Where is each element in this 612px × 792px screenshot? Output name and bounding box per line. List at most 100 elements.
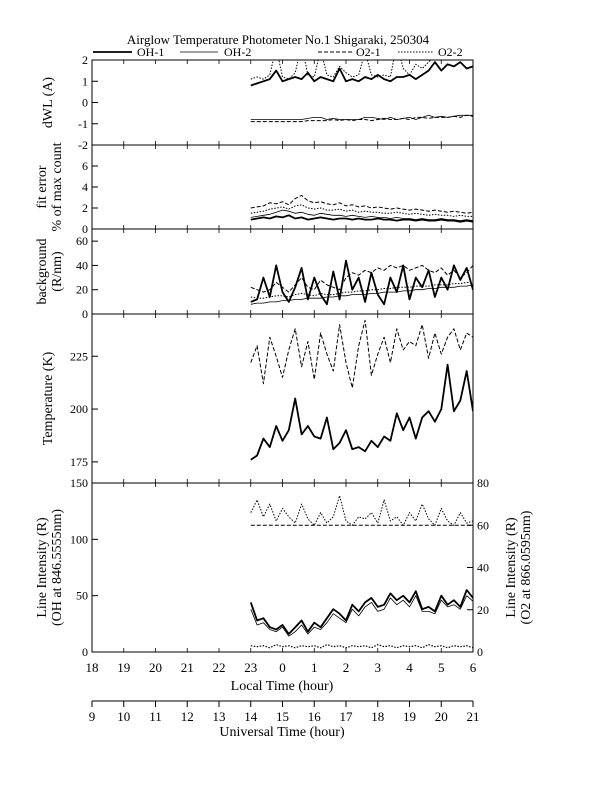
local-tick-label: 0 [279,660,286,675]
ut-tick-label: 16 [308,709,322,724]
y-right-tick-label-int: 60 [477,518,489,532]
local-tick-label: 5 [438,660,445,675]
y-tick-label-fit: 2 [82,201,88,215]
y-tick-label-bg: 20 [76,283,88,297]
legend-label-oh2: OH-2 [224,45,251,59]
y-right-tick-label-int: 80 [477,476,489,490]
ut-tick-label: 14 [244,709,258,724]
local-tick-label: 23 [244,660,257,675]
series-int-oh-1 [249,589,473,635]
local-tick-label: 19 [117,660,130,675]
series-dwl-o2-1 [250,114,473,123]
series-dwl-o2-2 [250,60,473,80]
y-tick-label-int: 50 [76,589,88,603]
series-bg-oh-1 [250,259,473,306]
ut-tick-label: 17 [340,709,354,724]
ut-tick-label: 13 [213,709,226,724]
panel-frame-temp [91,313,474,484]
y-label-temp: Temperature (K) [41,351,56,445]
series-bg-oh-2 [250,284,473,305]
y-right-label-int-1: (O2 at 866.0595nm) [519,510,534,624]
series-dwl-oh-2 [250,114,473,120]
ut-tick-label: 9 [89,709,96,724]
y-tick-label-dwl: 0 [82,96,88,110]
y-right-tick-label-int: 20 [477,603,489,617]
panel-frame-dwl [91,59,474,146]
local-time-label: Local Time (hour) [231,679,334,694]
panel-bg: 0 20 40 60 background (R/nm) [35,228,474,321]
chart-title: Airglow Temperature Photometer No.1 Shig… [127,32,430,47]
y-tick-label-fit: 6 [82,159,88,173]
legend-label-o22: O2-2 [438,45,463,59]
y-right-label-int-0: Line Intensity (R) [504,517,519,618]
panel-fit: 0 2 4 6 fit error% of max count [35,142,474,236]
ut-tick-label: 12 [181,709,194,724]
ut-tick-label: 18 [371,709,384,724]
panel-frame-fit [91,144,474,230]
local-tick-label: 21 [181,660,194,675]
panel-temp: 175 200 225 Temperature (K) [41,313,474,484]
ut-tick-label: 10 [117,709,130,724]
y-label-int-1: (OH at 846.5555nm) [50,509,65,626]
series-fit-oh-2 [250,209,473,222]
ut-tick-label: 15 [276,709,289,724]
y-tick-label-temp: 200 [70,402,88,416]
y-tick-label-int: 100 [70,532,88,546]
universal-time-label: Universal Time (hour) [219,725,345,740]
series-int-o2-2 [250,495,473,526]
panel-frame-bg [91,228,474,315]
y-tick-label-bg: 0 [82,307,88,321]
legend: OH-1 OH-2 O2-1 O2-2 [93,45,463,59]
local-tick-label: 6 [470,660,477,675]
y-label-bg-0: background [35,238,50,304]
series-fit-o2-1 [250,194,473,214]
legend-label-oh1: OH-1 [137,45,164,59]
legend-label-o21: O2-1 [356,45,381,59]
universal-time-axis: 9 10 11 12 13 14 15 16 17 18 19 20 21 [89,700,480,724]
y-tick-label-dwl: -2 [78,138,88,152]
series-bg-o2-2 [250,281,473,299]
local-tick-label: 2 [343,660,350,675]
y-tick-label-bg: 60 [76,234,88,248]
ut-tick-label: 20 [435,709,448,724]
series-int-oh-2 [250,595,473,637]
series-temp-o2-1 [250,319,473,389]
y-tick-label-int: 0 [82,645,88,659]
local-tick-label: 1 [311,660,318,675]
y-label-dwl: dWL (A) [41,77,56,129]
local-tick-label: 3 [375,660,382,675]
ut-tick-label: 11 [149,709,162,724]
y-tick-label-dwl: -1 [78,117,88,131]
panel-dwl: -2 -1 0 1 2 dWL (A) [41,53,474,152]
local-time-axis: 18 19 20 21 22 23 0 1 2 3 4 5 6 [86,660,477,675]
series-fit-o2-2 [250,204,473,217]
local-tick-label: 20 [149,660,162,675]
series-temp-oh-1 [250,363,473,461]
series-fit-oh-1 [250,214,473,223]
series-dwl-oh-1 [250,61,473,87]
y-right-tick-label-int: 0 [477,645,483,659]
y-label-fit-0: fit error [35,165,50,208]
series-int-o2-3 [250,643,473,649]
series-bg-o2-1 [250,264,473,293]
y-tick-label-temp: 225 [70,349,88,363]
local-tick-label: 4 [406,660,413,675]
y-label-int-0: Line Intensity (R) [35,517,50,618]
y-tick-label-dwl: 2 [82,53,88,67]
local-tick-label: 22 [213,660,226,675]
y-tick-label-fit: 4 [82,180,88,194]
ut-tick-label: 19 [403,709,416,724]
y-tick-label-fit: 0 [82,222,88,236]
plot-area: -2 -1 0 1 2 dWL (A) 0 2 4 6 fit error% of max coun… [35,53,534,659]
ut-tick-label: 21 [467,709,480,724]
y-tick-label-int: 150 [70,476,88,490]
y-label-fit-1: % of max count [50,142,65,231]
y-tick-label-temp: 175 [70,455,88,469]
y-right-tick-label-int: 40 [477,561,489,575]
y-tick-label-dwl: 1 [82,74,88,88]
y-label-bg-1: (R/nm) [50,251,65,292]
local-tick-label: 18 [86,660,99,675]
y-tick-label-bg: 40 [76,258,88,272]
